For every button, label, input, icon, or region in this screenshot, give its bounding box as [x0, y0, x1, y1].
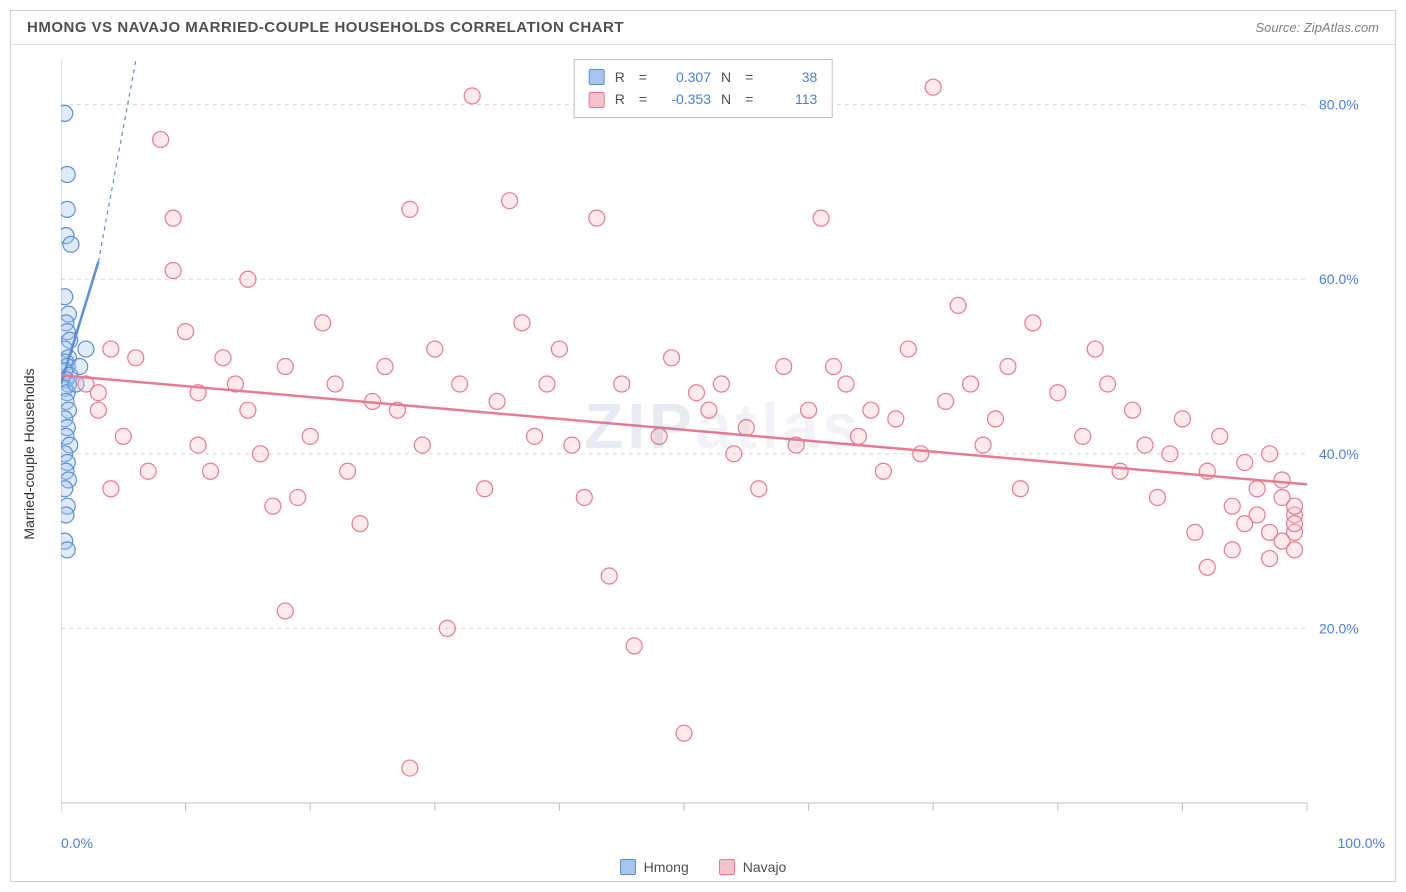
hmong-n-value: 38 — [767, 66, 817, 88]
legend-label-navajo: Navajo — [743, 859, 787, 875]
svg-text:80.0%: 80.0% — [1319, 97, 1359, 113]
x-axis-max: 100.0% — [1338, 835, 1385, 851]
chart-container: HMONG VS NAVAJO MARRIED-COUPLE HOUSEHOLD… — [10, 10, 1396, 882]
legend-item-navajo: Navajo — [719, 859, 787, 875]
hmong-r-value: 0.307 — [661, 66, 711, 88]
correlation-stats-box: R= 0.307 N= 38 R= -0.353 N= 113 — [574, 59, 833, 118]
n-label: N — [721, 88, 731, 110]
svg-text:60.0%: 60.0% — [1319, 271, 1359, 287]
scatter-chart-svg: 20.0% 40.0% 60.0% 80.0% — [61, 61, 1387, 823]
footer-legend: Hmong Navajo — [11, 859, 1395, 875]
header: HMONG VS NAVAJO MARRIED-COUPLE HOUSEHOLD… — [11, 11, 1395, 45]
navajo-n-value: 113 — [767, 88, 817, 110]
plot-area: 20.0%40.0%60.0%80.0% ZIPatlas — [61, 61, 1385, 821]
swatch-hmong-icon — [589, 69, 605, 85]
r-label: R — [615, 88, 625, 110]
n-label: N — [721, 66, 731, 88]
legend-label-hmong: Hmong — [644, 859, 689, 875]
svg-text:40.0%: 40.0% — [1319, 446, 1359, 462]
y-axis-label: Married-couple Households — [21, 368, 37, 539]
r-label: R — [615, 66, 625, 88]
legend-swatch-navajo-icon — [719, 859, 735, 875]
legend-item-hmong: Hmong — [620, 859, 689, 875]
legend-swatch-hmong-icon — [620, 859, 636, 875]
stats-row-navajo: R= -0.353 N= 113 — [589, 88, 818, 110]
chart-title: HMONG VS NAVAJO MARRIED-COUPLE HOUSEHOLD… — [27, 19, 624, 36]
swatch-navajo-icon — [589, 92, 605, 108]
svg-text:20.0%: 20.0% — [1319, 620, 1359, 636]
x-axis-labels: 0.0% 100.0% — [61, 835, 1385, 851]
x-axis-min: 0.0% — [61, 835, 93, 851]
stats-row-hmong: R= 0.307 N= 38 — [589, 66, 818, 88]
source-label: Source: ZipAtlas.com — [1255, 20, 1379, 35]
navajo-r-value: -0.353 — [661, 88, 711, 110]
